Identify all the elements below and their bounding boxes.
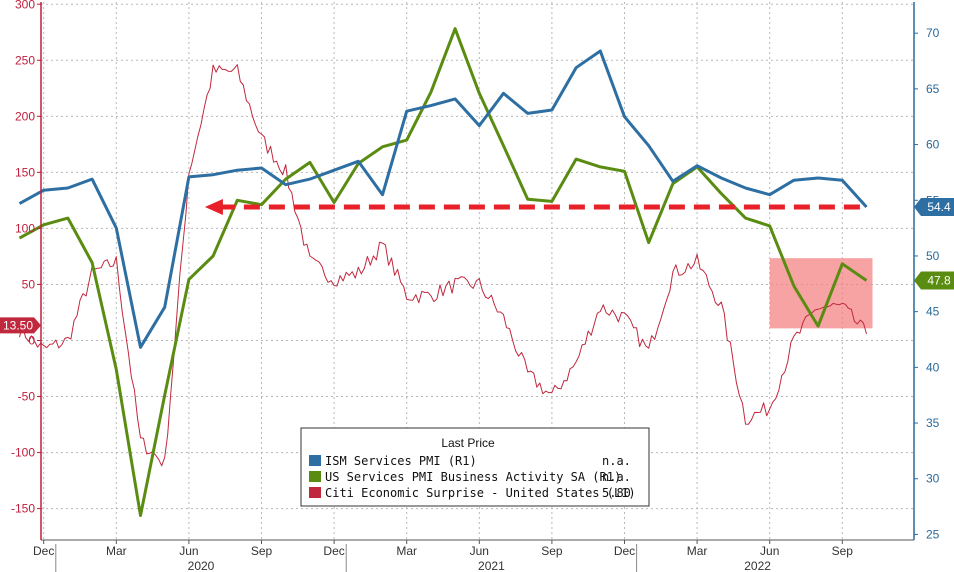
x-tick-label: Mar (396, 544, 417, 558)
legend-swatch-citi (309, 487, 321, 498)
last-value-tags: 54.4 47.8 13.50 (0, 197, 954, 334)
right-tick-label: 50 (926, 249, 940, 263)
series-line-2 (19, 64, 867, 467)
x-tick-label: Jun (179, 544, 198, 558)
left-tick-label: -100 (11, 446, 35, 460)
right-tick-label: 40 (926, 360, 940, 374)
x-tick-label: Dec (33, 544, 54, 558)
left-tick-label: 100 (15, 221, 35, 235)
x-tick-label: Mar (106, 544, 127, 558)
x-tick-label: Sep (541, 544, 563, 558)
x-tick-label: Jun (760, 544, 779, 558)
left-tick-label: 250 (15, 53, 35, 67)
legend-swatch-ism (309, 455, 321, 466)
legend-value-citi: 5.80 (602, 486, 631, 500)
left-tick-label: -150 (11, 502, 35, 516)
left-tick-label: 0 (28, 333, 35, 347)
value-tag-text-2: 13.50 (3, 318, 33, 332)
right-tick-label: 35 (926, 416, 940, 430)
left-tick-label: 200 (15, 109, 35, 123)
legend-title: Last Price (441, 436, 495, 450)
right-tick-label: 60 (926, 138, 940, 152)
legend-value-us-pmi: n.a. (602, 470, 631, 484)
legend: Last Price ISM Services PMI (R1) n.a. US… (300, 427, 650, 507)
right-tick-label: 30 (926, 472, 940, 486)
year-label: 2021 (478, 559, 505, 572)
left-tick-label: 150 (15, 165, 35, 179)
right-tick-label: 65 (926, 82, 940, 96)
right-tick-label: 25 (926, 527, 940, 541)
x-tick-label: Jun (470, 544, 489, 558)
series-line-0 (18, 49, 868, 349)
value-tag-text-1: 47.8 (927, 273, 951, 287)
legend-label-citi: Citi Economic Surprise - United States (… (325, 486, 636, 500)
legend-label-ism: ISM Services PMI (R1) (325, 454, 477, 468)
arrow-head (204, 198, 223, 215)
legend-label-us-pmi: US Services PMI Business Activity SA (R1… (325, 470, 621, 484)
left-tick-label: 50 (22, 277, 36, 291)
axes (40, 2, 915, 541)
right-tick-label: 70 (926, 26, 940, 40)
right-tick-label: 45 (926, 305, 940, 319)
left-tick-label: 300 (15, 0, 35, 11)
year-label: 2022 (744, 559, 771, 572)
x-tick-label: Sep (251, 544, 273, 558)
grid (41, 2, 914, 540)
x-tick-label: Dec (323, 544, 344, 558)
series-layer (18, 27, 868, 517)
value-tag-0 (914, 197, 954, 216)
left-tick-label: -50 (18, 390, 36, 404)
x-tick-label: Dec (614, 544, 635, 558)
value-tag-text-0: 54.4 (927, 200, 951, 214)
value-tag-1 (914, 271, 954, 290)
x-tick-label: Sep (832, 544, 854, 558)
x-tick-label: Mar (687, 544, 708, 558)
legend-value-ism: n.a. (602, 454, 631, 468)
x-axis-ticks: Dec Mar Jun Sep Dec Mar Jun Sep Dec Mar Jun Sep 2020… (33, 540, 853, 572)
legend-swatch-us-pmi (309, 471, 321, 482)
series-line-1 (18, 27, 868, 517)
value-tag-2 (0, 317, 41, 334)
year-label: 2020 (188, 559, 215, 572)
left-axis-ticks: 300 250 200 150 100 50 0 -50 -100 -150 (11, 0, 41, 516)
dashed-arrow (204, 198, 867, 215)
